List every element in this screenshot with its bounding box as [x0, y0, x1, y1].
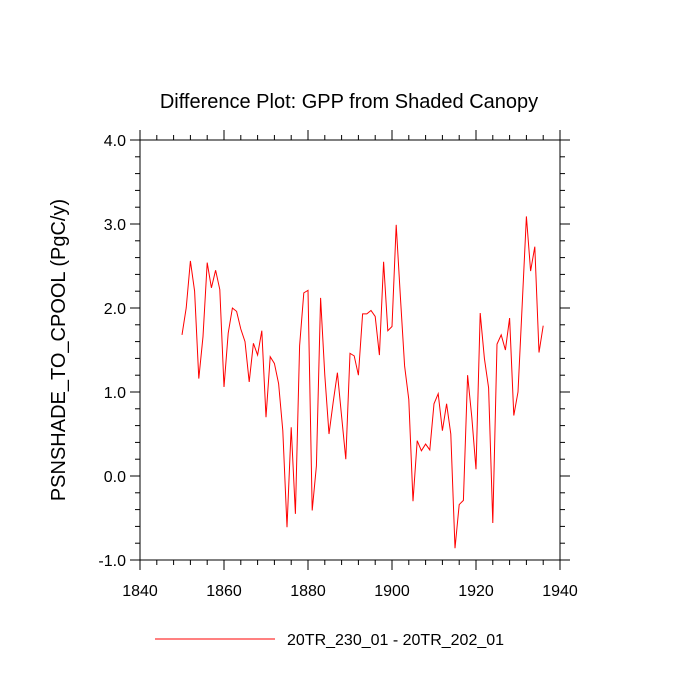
y-tick-label: 3.0 — [104, 217, 126, 234]
y-axis-label: PSNSHADE_TO_CPOOL (PgC/y) — [48, 199, 70, 501]
axis-tick-labels: 1840 1860 1880 1900 1920 1940 -1.0 0.0 1.0 2.0 3.0… — [98, 133, 577, 600]
y-tick-label: 1.0 — [104, 385, 126, 402]
x-tick-label: 1920 — [458, 583, 494, 600]
x-tick-label: 1860 — [206, 583, 242, 600]
y-tick-label: 4.0 — [104, 133, 126, 150]
y-tick-label: 0.0 — [104, 469, 126, 486]
plot-frame — [139, 139, 561, 561]
chart-title: Difference Plot: GPP from Shaded Canopy — [160, 91, 538, 113]
x-tick-label: 1900 — [374, 583, 410, 600]
x-tick-label: 1940 — [542, 583, 578, 600]
legend: 20TR_230_01 - 20TR_202_01 — [155, 632, 504, 649]
axis-ticks — [130, 130, 570, 570]
y-tick-label: -1.0 — [98, 553, 126, 570]
series-line — [181, 216, 544, 549]
legend-label: 20TR_230_01 - 20TR_202_01 — [287, 632, 504, 649]
x-tick-label: 1880 — [290, 583, 326, 600]
x-tick-label: 1840 — [122, 583, 158, 600]
data-series — [181, 216, 544, 549]
y-tick-label: 2.0 — [104, 301, 126, 318]
